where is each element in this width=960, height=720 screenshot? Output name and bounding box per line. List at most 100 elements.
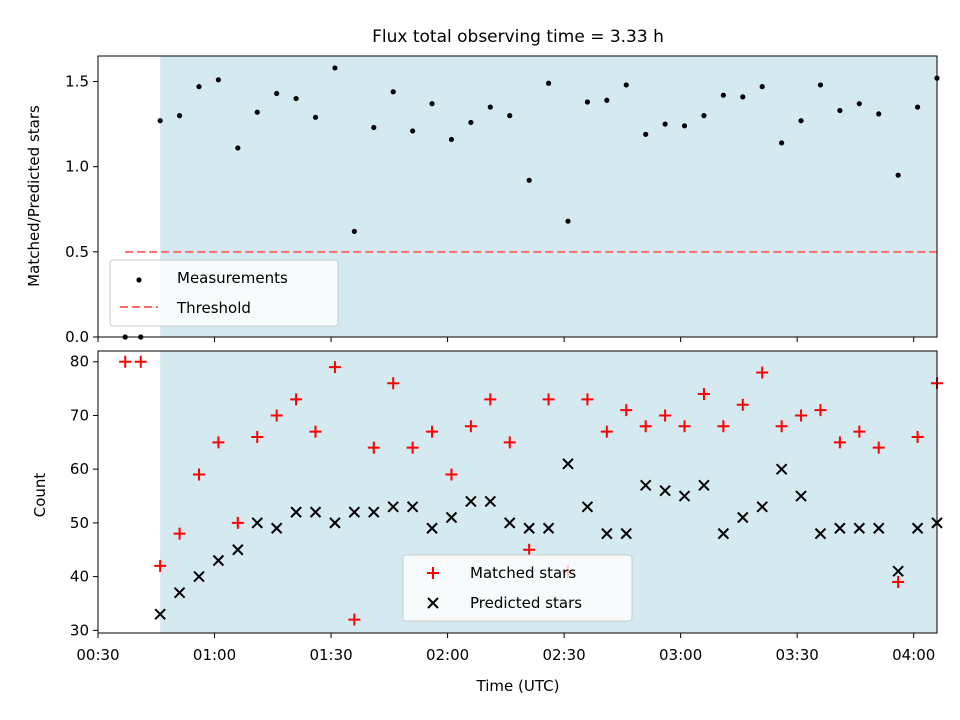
measurement-point — [448, 136, 455, 143]
bottom-panel: 30 40 50 60 70 80 00:30 01:00 01:30 02:00 02:30 03… — [31, 350, 943, 695]
measurement-point — [837, 107, 843, 114]
matched-star-point — [367, 441, 380, 454]
predicted-star-point — [737, 511, 749, 524]
measurement-point — [720, 92, 726, 98]
legend-predicted-marker — [427, 597, 439, 609]
predicted-star-point — [251, 517, 263, 529]
matched-star-point — [503, 436, 516, 449]
predicted-star-point — [601, 527, 613, 540]
predicted-star-point — [212, 554, 225, 567]
matched-star-point — [795, 409, 808, 422]
measurement-point — [312, 114, 319, 120]
x-axis-label: Time (UTC) — [476, 677, 560, 695]
y-tick-label: 1.5 — [65, 73, 89, 91]
x-axis-ticks: 00:30 01:00 01:30 02:00 02:30 03:00 03:30 04:00 — [76, 633, 935, 664]
matched-star-point — [756, 366, 769, 379]
legend-predicted-label: Predicted stars — [470, 594, 582, 612]
x-tick-label: 03:30 — [776, 646, 819, 664]
measurement-point — [681, 123, 688, 129]
matched-star-point — [620, 404, 633, 417]
predicted-star-point — [193, 570, 205, 583]
top-y-axis-label: Matched/Predicted stars — [25, 105, 43, 287]
measurement-point — [410, 128, 416, 134]
predicted-star-point — [639, 479, 652, 491]
legend-measurements-marker — [136, 277, 142, 283]
y-tick-label: 40 — [70, 568, 89, 586]
predicted-star-point — [756, 501, 768, 513]
bottom-axes-frame — [97, 350, 938, 634]
predicted-star-point — [232, 544, 244, 556]
measurement-point — [895, 172, 901, 178]
measurement-point — [468, 119, 474, 126]
predicted-star-point — [834, 522, 846, 534]
x-tick-label: 02:30 — [542, 646, 585, 664]
measurement-point — [798, 118, 804, 124]
measurement-point — [604, 97, 610, 103]
predicted-star-point — [154, 608, 166, 620]
x-tick-label: 01:30 — [309, 646, 352, 664]
x-tick-label: 02:00 — [426, 646, 469, 664]
top-panel: 0.0 0.5 1.0 1.5 Flux total observing time =… — [25, 27, 940, 346]
matched-star-point — [872, 441, 885, 454]
measurement-point — [856, 101, 862, 107]
matched-star-point — [406, 441, 419, 454]
matched-star-point — [581, 393, 594, 406]
predicted-star-point — [562, 458, 574, 470]
measurement-point — [876, 111, 882, 117]
matched-star-point — [192, 468, 205, 481]
predicted-star-point — [873, 522, 885, 534]
measurement-point — [157, 118, 163, 124]
measurement-point — [779, 140, 785, 146]
measurement-point — [623, 82, 629, 88]
predicted-star-point — [581, 501, 594, 513]
legend-matched-marker — [427, 567, 439, 579]
measurement-point — [176, 113, 183, 119]
matched-star-point — [173, 527, 186, 540]
matched-star-point — [775, 420, 788, 433]
measurement-point — [759, 84, 765, 90]
predicted-star-point — [290, 506, 302, 518]
measurement-point — [584, 99, 591, 105]
y-tick-label: 80 — [70, 353, 89, 371]
measurement-point — [351, 228, 357, 235]
predicted-star-point — [270, 522, 283, 534]
measurement-point — [701, 113, 707, 119]
matched-star-point — [328, 361, 341, 374]
measurement-point — [740, 94, 746, 100]
predicted-star-point — [814, 527, 827, 540]
legend-measurements-label: Measurements — [177, 269, 288, 287]
measurement-point — [215, 77, 222, 83]
matched-star-point — [736, 398, 749, 411]
matched-star-point — [717, 420, 730, 433]
measurement-point — [643, 131, 649, 137]
measurement-point — [429, 101, 435, 107]
y-tick-label: 70 — [70, 406, 89, 424]
predicted-star-point — [445, 511, 458, 524]
predicted-star-point — [465, 495, 477, 508]
matched-star-point — [484, 393, 497, 406]
matched-star-point — [659, 409, 672, 422]
measurement-point — [526, 177, 532, 183]
top-axes-frame — [97, 55, 938, 338]
predicted-star-point — [504, 517, 516, 529]
measurement-point — [487, 104, 493, 110]
matched-star-point — [251, 430, 264, 443]
measurement-point — [235, 145, 241, 151]
predicted-star-point — [911, 522, 924, 534]
predicted-star-point — [309, 506, 322, 518]
predicted-star-point — [426, 522, 438, 534]
x-tick-label: 03:00 — [659, 646, 702, 664]
chart-title: Flux total observing time = 3.33 h — [372, 27, 664, 47]
measurement-point — [274, 90, 280, 97]
x-tick-label: 00:30 — [76, 646, 119, 664]
y-tick-label: 0.0 — [65, 328, 89, 346]
matched-star-point — [309, 425, 322, 438]
bottom-y-axis-ticks: 30 40 50 60 70 80 — [70, 353, 98, 639]
y-tick-label: 1.0 — [65, 158, 89, 176]
matched-star-point — [600, 425, 613, 438]
x-tick-label: 01:00 — [193, 646, 236, 664]
predicted-star-point — [775, 463, 788, 475]
predicted-star-point — [659, 484, 671, 497]
legend-matched-label: Matched stars — [470, 564, 576, 582]
